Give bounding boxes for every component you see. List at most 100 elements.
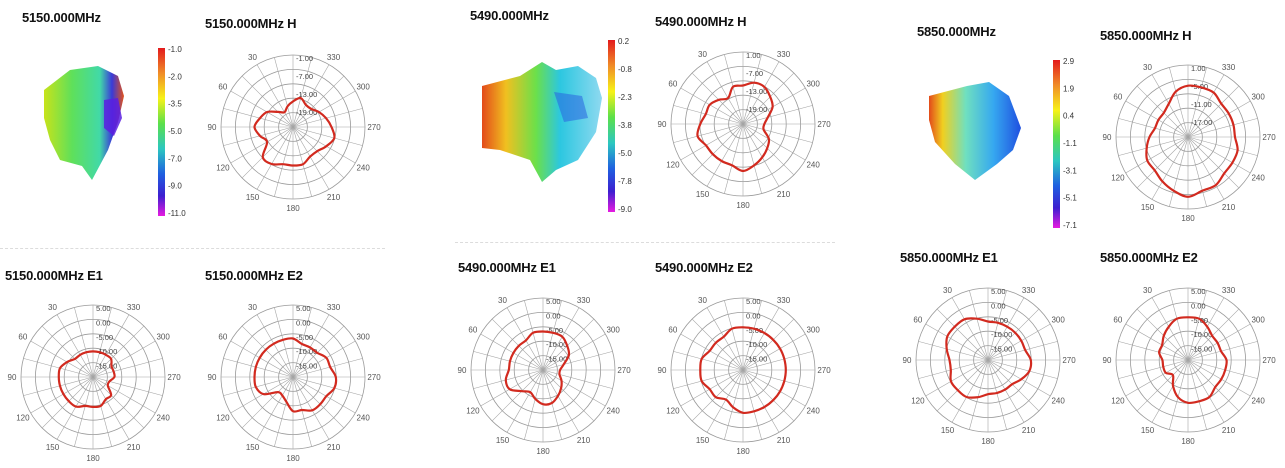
- polar-angle-label: 30: [248, 53, 257, 62]
- polar-spoke: [742, 54, 762, 125]
- polar-spoke: [74, 307, 94, 378]
- polar-spoke: [1187, 118, 1258, 138]
- polar-spoke: [1151, 136, 1189, 200]
- polar-spoke: [292, 126, 345, 179]
- polar-tick-label: 0.00: [1191, 301, 1206, 310]
- colorbar-label: -3.1: [1063, 166, 1077, 175]
- polar-spoke: [542, 369, 613, 389]
- polar-spoke: [987, 290, 1007, 361]
- polar-spoke: [542, 300, 562, 371]
- colorbar-label: -9.0: [168, 182, 182, 191]
- polar-angle-label: 120: [911, 397, 925, 406]
- colorbar-label: -5.1: [1063, 194, 1077, 203]
- polar-tick-label: -7.00: [746, 69, 763, 78]
- surface-hotspot-5150: [104, 98, 122, 136]
- polar-spoke: [1169, 67, 1189, 138]
- polar-tick-label: -13.00: [296, 90, 317, 99]
- polar-spoke: [918, 359, 989, 379]
- polar-spoke: [1169, 290, 1189, 361]
- polar-spoke: [673, 351, 744, 371]
- polar-spoke: [987, 359, 1040, 412]
- polar-angle-label: 60: [218, 83, 227, 92]
- polar-spoke: [542, 351, 613, 371]
- polar-angle-label: 330: [1222, 63, 1236, 72]
- polar-spoke: [292, 57, 312, 128]
- polar-angle-label: 240: [1051, 397, 1065, 406]
- polar-angle-label: 120: [466, 407, 480, 416]
- polar-spoke: [480, 369, 544, 407]
- polar-angle-label: 60: [1113, 93, 1122, 102]
- polar-spoke: [951, 359, 989, 423]
- surface-hotspot-5490: [554, 92, 588, 122]
- polar-spoke: [742, 307, 780, 371]
- polar-trace-e2: [1158, 316, 1228, 405]
- surface-title-5850: 5850.000MHz: [917, 24, 996, 39]
- polar-tick-label: -5.00: [96, 333, 113, 342]
- polar-spoke: [1187, 359, 1258, 379]
- colorbar-label: -0.8: [618, 65, 632, 74]
- polar-angle-label: 60: [668, 80, 677, 89]
- polar-spoke: [506, 307, 544, 371]
- polar-spoke: [936, 308, 989, 361]
- polar-spoke: [30, 376, 94, 414]
- polar-tick-label: 5.00: [96, 304, 111, 313]
- polar-tick-label: -10.00: [546, 340, 567, 349]
- polar-spoke: [742, 123, 780, 187]
- polar-angle-label: 300: [1051, 316, 1065, 325]
- polar-angle-label: 210: [327, 193, 341, 202]
- polar-spoke: [223, 126, 294, 146]
- polar-angle-label: 90: [208, 123, 217, 132]
- polar-spoke: [241, 325, 294, 378]
- colorbar-label: 0.4: [1063, 112, 1075, 121]
- polar-spoke: [1136, 308, 1189, 361]
- polar-angle-label: 120: [216, 164, 230, 173]
- polar-angle-label: 300: [156, 333, 170, 342]
- polar-tick-label: 5.00: [1191, 287, 1206, 296]
- surface-title-5150: 5150.000MHz: [22, 10, 101, 25]
- polar-spoke: [742, 72, 795, 125]
- colorbar-5850: 2.9 1.9 0.4 -1.1 -3.1 -5.1 -7.1: [1053, 57, 1077, 230]
- polar-spoke: [480, 333, 544, 371]
- polar-spoke: [742, 351, 813, 371]
- polar-tick-label: -5.00: [296, 333, 313, 342]
- polar-spoke: [742, 123, 813, 143]
- polar-angle-label: 240: [356, 414, 370, 423]
- polar-spoke: [1125, 323, 1189, 361]
- colorbar-label: -3.5: [168, 100, 182, 109]
- polar-angle-label: 330: [777, 50, 791, 59]
- polar-tick-label: 0.00: [546, 311, 561, 320]
- polar-spoke: [292, 126, 356, 164]
- polar-spoke: [1187, 136, 1225, 200]
- polar-angle-label: 90: [458, 366, 467, 375]
- polar-spoke: [742, 123, 806, 161]
- polar-title-5850-e2: 5850.000MHz E2: [1100, 250, 1198, 265]
- polar-spoke: [230, 376, 294, 414]
- polar-angle-label: 210: [1222, 426, 1236, 435]
- colorbar-label: -3.8: [618, 121, 632, 130]
- polar-tick-label: -10.00: [96, 347, 117, 356]
- polar-spoke: [491, 369, 544, 422]
- polar-trace-e1: [504, 330, 571, 406]
- polar-spoke: [473, 351, 544, 371]
- polar-angle-label: 30: [498, 296, 507, 305]
- polar-title-5850-e1: 5850.000MHz E1: [900, 250, 998, 265]
- colorbar-label: 2.9: [1063, 57, 1075, 66]
- polar-spoke: [1136, 136, 1189, 189]
- polar-tick-label: -17.00: [1191, 118, 1212, 127]
- polar-spoke: [742, 61, 780, 125]
- polar-spoke: [274, 57, 294, 128]
- polar-title-5150-h: 5150.000MHz H: [205, 16, 297, 31]
- polar-spoke: [691, 369, 744, 422]
- polar-spoke: [92, 376, 112, 447]
- polar-angle-label: 90: [208, 373, 217, 382]
- polar-spoke: [41, 325, 94, 378]
- polar-spoke: [56, 314, 94, 378]
- polar-spoke: [292, 126, 312, 197]
- polar-tick-label: 0.00: [96, 318, 111, 327]
- polar-spoke: [292, 126, 330, 190]
- surface-title-5490: 5490.000MHz: [470, 8, 549, 23]
- polar-spoke: [691, 72, 744, 125]
- polar-trace-h: [1145, 84, 1239, 198]
- polar-angle-label: 180: [1181, 214, 1195, 223]
- polar-spoke: [542, 369, 595, 422]
